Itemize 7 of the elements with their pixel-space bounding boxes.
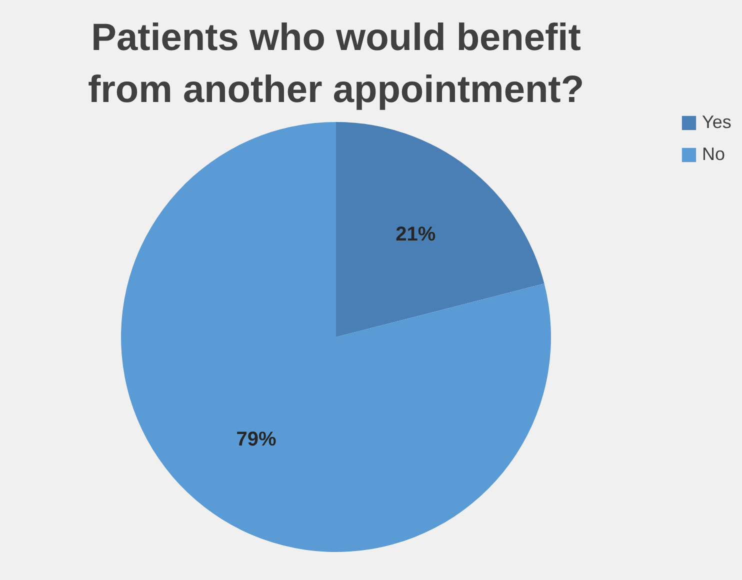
- data-label: 79%: [236, 428, 277, 451]
- chart-title: Patients who would benefit from another appointment?: [88, 17, 584, 111]
- data-label: 21%: [396, 223, 436, 246]
- legend-label: Yes: [702, 112, 732, 132]
- pie-slice: [121, 122, 551, 552]
- pie-slice: [336, 122, 544, 337]
- legend-label: No: [702, 144, 726, 164]
